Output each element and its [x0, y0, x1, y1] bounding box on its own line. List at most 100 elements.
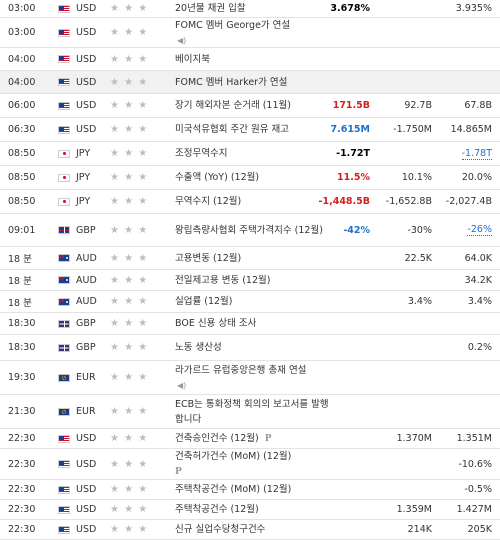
au-flag-icon [58, 291, 70, 312]
event-name[interactable]: 라가르드 유럽중앙은행 총재 연설 [175, 364, 307, 376]
calendar-row[interactable]: 08:50 JPY ★ ★ ★ 무역수지 (12월) -1,448.5B -1,652.8… [0, 190, 500, 214]
calendar-row[interactable]: 04:00 USD ★ ★ ★ 베이지북 [0, 48, 500, 71]
calendar-row[interactable]: 18 분 AUD ★ ★ ★ 고용변동 (12월) 22.5K 64.0K [0, 247, 500, 270]
forecast-value: 1.370M [396, 433, 432, 444]
importance-stars-icon: ★ ★ ★ [110, 252, 149, 264]
event-name-link[interactable]: 장기 해외자본 순거래 (11월) [175, 94, 335, 117]
event-name-link[interactable]: 베이지북 [175, 48, 335, 70]
event-name-link[interactable]: FOMC 멤버 George가 연설 ◀) [175, 18, 335, 47]
event-name-link[interactable]: 건축승인건수 (12월) P [175, 429, 335, 448]
currency-code: JPY [76, 196, 91, 207]
previous-value: 14.865M [450, 124, 492, 135]
calendar-row[interactable]: 06:00 USD ★ ★ ★ 장기 해외자본 순거래 (11월) 171.5B 92.7… [0, 94, 500, 118]
previous-value [420, 71, 492, 93]
calendar-row[interactable]: 09:01 GBP ★ ★ ★ 왕립측량사협회 주택가격지수 (12월) -42% -30… [0, 214, 500, 247]
calendar-row[interactable]: 18 분 AUD ★ ★ ★ 전일제고용 변동 (12월) 34.2K [0, 270, 500, 291]
jp-flag-icon [58, 190, 70, 213]
forecast-value: -30% [407, 224, 432, 236]
calendar-row[interactable]: 22:30 USD ★ ★ ★ 신규 실업수당청구건수 214K 205K [0, 520, 500, 540]
importance-stars-icon: ★ ★ ★ [110, 100, 149, 111]
currency-code: USD [76, 504, 97, 515]
importance-stars-icon: ★ ★ ★ [110, 458, 149, 470]
au-flag-icon [58, 270, 70, 290]
calendar-row[interactable]: 21:30 EUR ★ ★ ★ ECB는 통화정책 회의의 보고서를 발행합니다 [0, 395, 500, 429]
calendar-row[interactable]: 08:50 JPY ★ ★ ★ 수출액 (YoY) (12월) 11.5% 10.1% 20… [0, 166, 500, 190]
us-flag-icon [58, 18, 70, 47]
calendar-row[interactable]: 22:30 USD ★ ★ ★ 건축허가건수 (MoM) (12월) P -10.6% [0, 449, 500, 480]
event-time: 08:50 [8, 148, 36, 159]
event-name[interactable]: 건축허가건수 (MoM) (12월) [175, 450, 292, 462]
preliminary-icon: P [264, 433, 272, 444]
event-name-link[interactable]: 건축허가건수 (MoM) (12월) P [175, 449, 335, 479]
event-name-link[interactable]: 20년물 채권 입찰 [175, 0, 335, 17]
event-name[interactable]: 조정무역수지 [175, 148, 228, 159]
calendar-row[interactable]: 03:00 USD ★ ★ ★ FOMC 멤버 George가 연설 ◀) [0, 18, 500, 48]
calendar-row[interactable]: 18:30 GBP ★ ★ ★ 노동 생산성 0.2% [0, 335, 500, 361]
currency-code: USD [76, 3, 97, 14]
event-name[interactable]: 무역수지 (12월) [175, 196, 242, 207]
calendar-row[interactable]: 06:30 USD ★ ★ ★ 미국석유협회 주간 원유 재고 7.615M -1.750… [0, 118, 500, 142]
importance-stars-icon: ★ ★ ★ [110, 148, 149, 159]
previous-value: 0.2% [467, 342, 492, 353]
event-name-link[interactable]: 미국석유협회 주간 원유 재고 [175, 118, 335, 141]
event-name[interactable]: 수출액 (YoY) (12월) [175, 172, 260, 183]
forecast-value: 22.5K [404, 252, 432, 264]
calendar-row[interactable]: 22:30 USD ★ ★ ★ 주택착공건수 (12월) 1.359M 1.427M [0, 500, 500, 520]
event-name-link[interactable]: 실업률 (12월) [175, 291, 335, 312]
currency-code: EUR [76, 372, 96, 383]
calendar-row[interactable]: 19:30 EUR ★ ★ ★ 라가르드 유럽중앙은행 총재 연설 ◀) [0, 361, 500, 395]
event-name-link[interactable]: FOMC 멤버 Harker가 연설 [175, 71, 335, 93]
calendar-row[interactable]: 18:30 GBP ★ ★ ★ BOE 신용 상태 조사 [0, 313, 500, 335]
event-name-link[interactable]: 주택착공건수 (MoM) (12월) [175, 480, 335, 499]
event-name[interactable]: 왕립측량사협회 주택가격지수 (12월) [175, 224, 323, 236]
calendar-row[interactable]: 03:00 USD ★ ★ ★ 20년물 채권 입찰 3.678% 3.935% [0, 0, 500, 18]
event-name-link[interactable]: 조정무역수지 [175, 142, 335, 165]
event-name[interactable]: BOE 신용 상태 조사 [175, 318, 257, 329]
event-name[interactable]: FOMC 멤버 George가 연설 [175, 19, 291, 31]
event-name[interactable]: 20년물 채권 입찰 [175, 3, 246, 14]
calendar-row[interactable]: 18 분 AUD ★ ★ ★ 실업률 (12월) 3.4% 3.4% [0, 291, 500, 313]
event-name[interactable]: 베이지북 [175, 53, 210, 65]
us-flag-icon [58, 429, 70, 448]
calendar-row[interactable]: 22:30 USD ★ ★ ★ 주택착공건수 (MoM) (12월) -0.5% [0, 480, 500, 500]
calendar-row[interactable]: 22:30 USD ★ ★ ★ 건축승인건수 (12월) P 1.370M 1.351M [0, 429, 500, 449]
event-name[interactable]: 신규 실업수당청구건수 [175, 524, 266, 535]
event-name-link[interactable]: 고용변동 (12월) [175, 247, 335, 269]
importance-stars-icon: ★ ★ ★ [110, 524, 149, 535]
event-name-link[interactable]: 전일제고용 변동 (12월) [175, 270, 335, 290]
calendar-row[interactable]: 08:50 JPY ★ ★ ★ 조정무역수지 -1.72T -1.78T [0, 142, 500, 166]
event-name[interactable]: 노동 생산성 [175, 342, 222, 353]
event-time: 08:50 [8, 172, 36, 183]
event-name[interactable]: 전일제고용 변동 (12월) [175, 274, 271, 286]
event-time: 08:50 [8, 196, 36, 207]
importance-stars-icon: ★ ★ ★ [110, 406, 149, 417]
event-time: 22:30 [8, 484, 36, 495]
event-name[interactable]: ECB는 통화정책 회의의 보고서를 발행합니다 [175, 398, 329, 425]
event-name[interactable]: 실업률 (12월) [175, 296, 233, 307]
us-flag-icon [58, 71, 70, 93]
importance-stars-icon: ★ ★ ★ [110, 27, 149, 38]
actual-value [290, 361, 370, 394]
event-name-link[interactable]: 수출액 (YoY) (12월) [175, 166, 335, 189]
event-name-link[interactable]: 라가르드 유럽중앙은행 총재 연설 ◀) [175, 361, 335, 394]
calendar-row[interactable]: 04:00 USD ★ ★ ★ FOMC 멤버 Harker가 연설 [0, 71, 500, 94]
currency-code: USD [76, 433, 97, 444]
us-flag-icon [58, 480, 70, 499]
event-name[interactable]: FOMC 멤버 Harker가 연설 [175, 76, 288, 88]
event-name-link[interactable]: BOE 신용 상태 조사 [175, 313, 335, 334]
event-name[interactable]: 고용변동 (12월) [175, 252, 242, 264]
importance-stars-icon: ★ ★ ★ [110, 124, 149, 135]
currency-code: USD [76, 100, 97, 111]
event-name[interactable]: 장기 해외자본 순거래 (11월) [175, 100, 291, 111]
event-name-link[interactable]: 노동 생산성 [175, 335, 335, 360]
event-name[interactable]: 주택착공건수 (12월) [175, 504, 259, 515]
event-name-link[interactable]: 왕립측량사협회 주택가격지수 (12월) [175, 214, 335, 246]
event-name[interactable]: 미국석유협회 주간 원유 재고 [175, 124, 289, 135]
us-flag-icon [58, 520, 70, 539]
event-name[interactable]: 주택착공건수 (MoM) (12월) [175, 484, 292, 495]
jp-flag-icon [58, 166, 70, 189]
event-name-link[interactable]: 무역수지 (12월) [175, 190, 335, 213]
event-name-link[interactable]: ECB는 통화정책 회의의 보고서를 발행합니다 [175, 395, 335, 428]
actual-value [290, 520, 370, 539]
event-name[interactable]: 건축승인건수 (12월) [175, 432, 259, 444]
